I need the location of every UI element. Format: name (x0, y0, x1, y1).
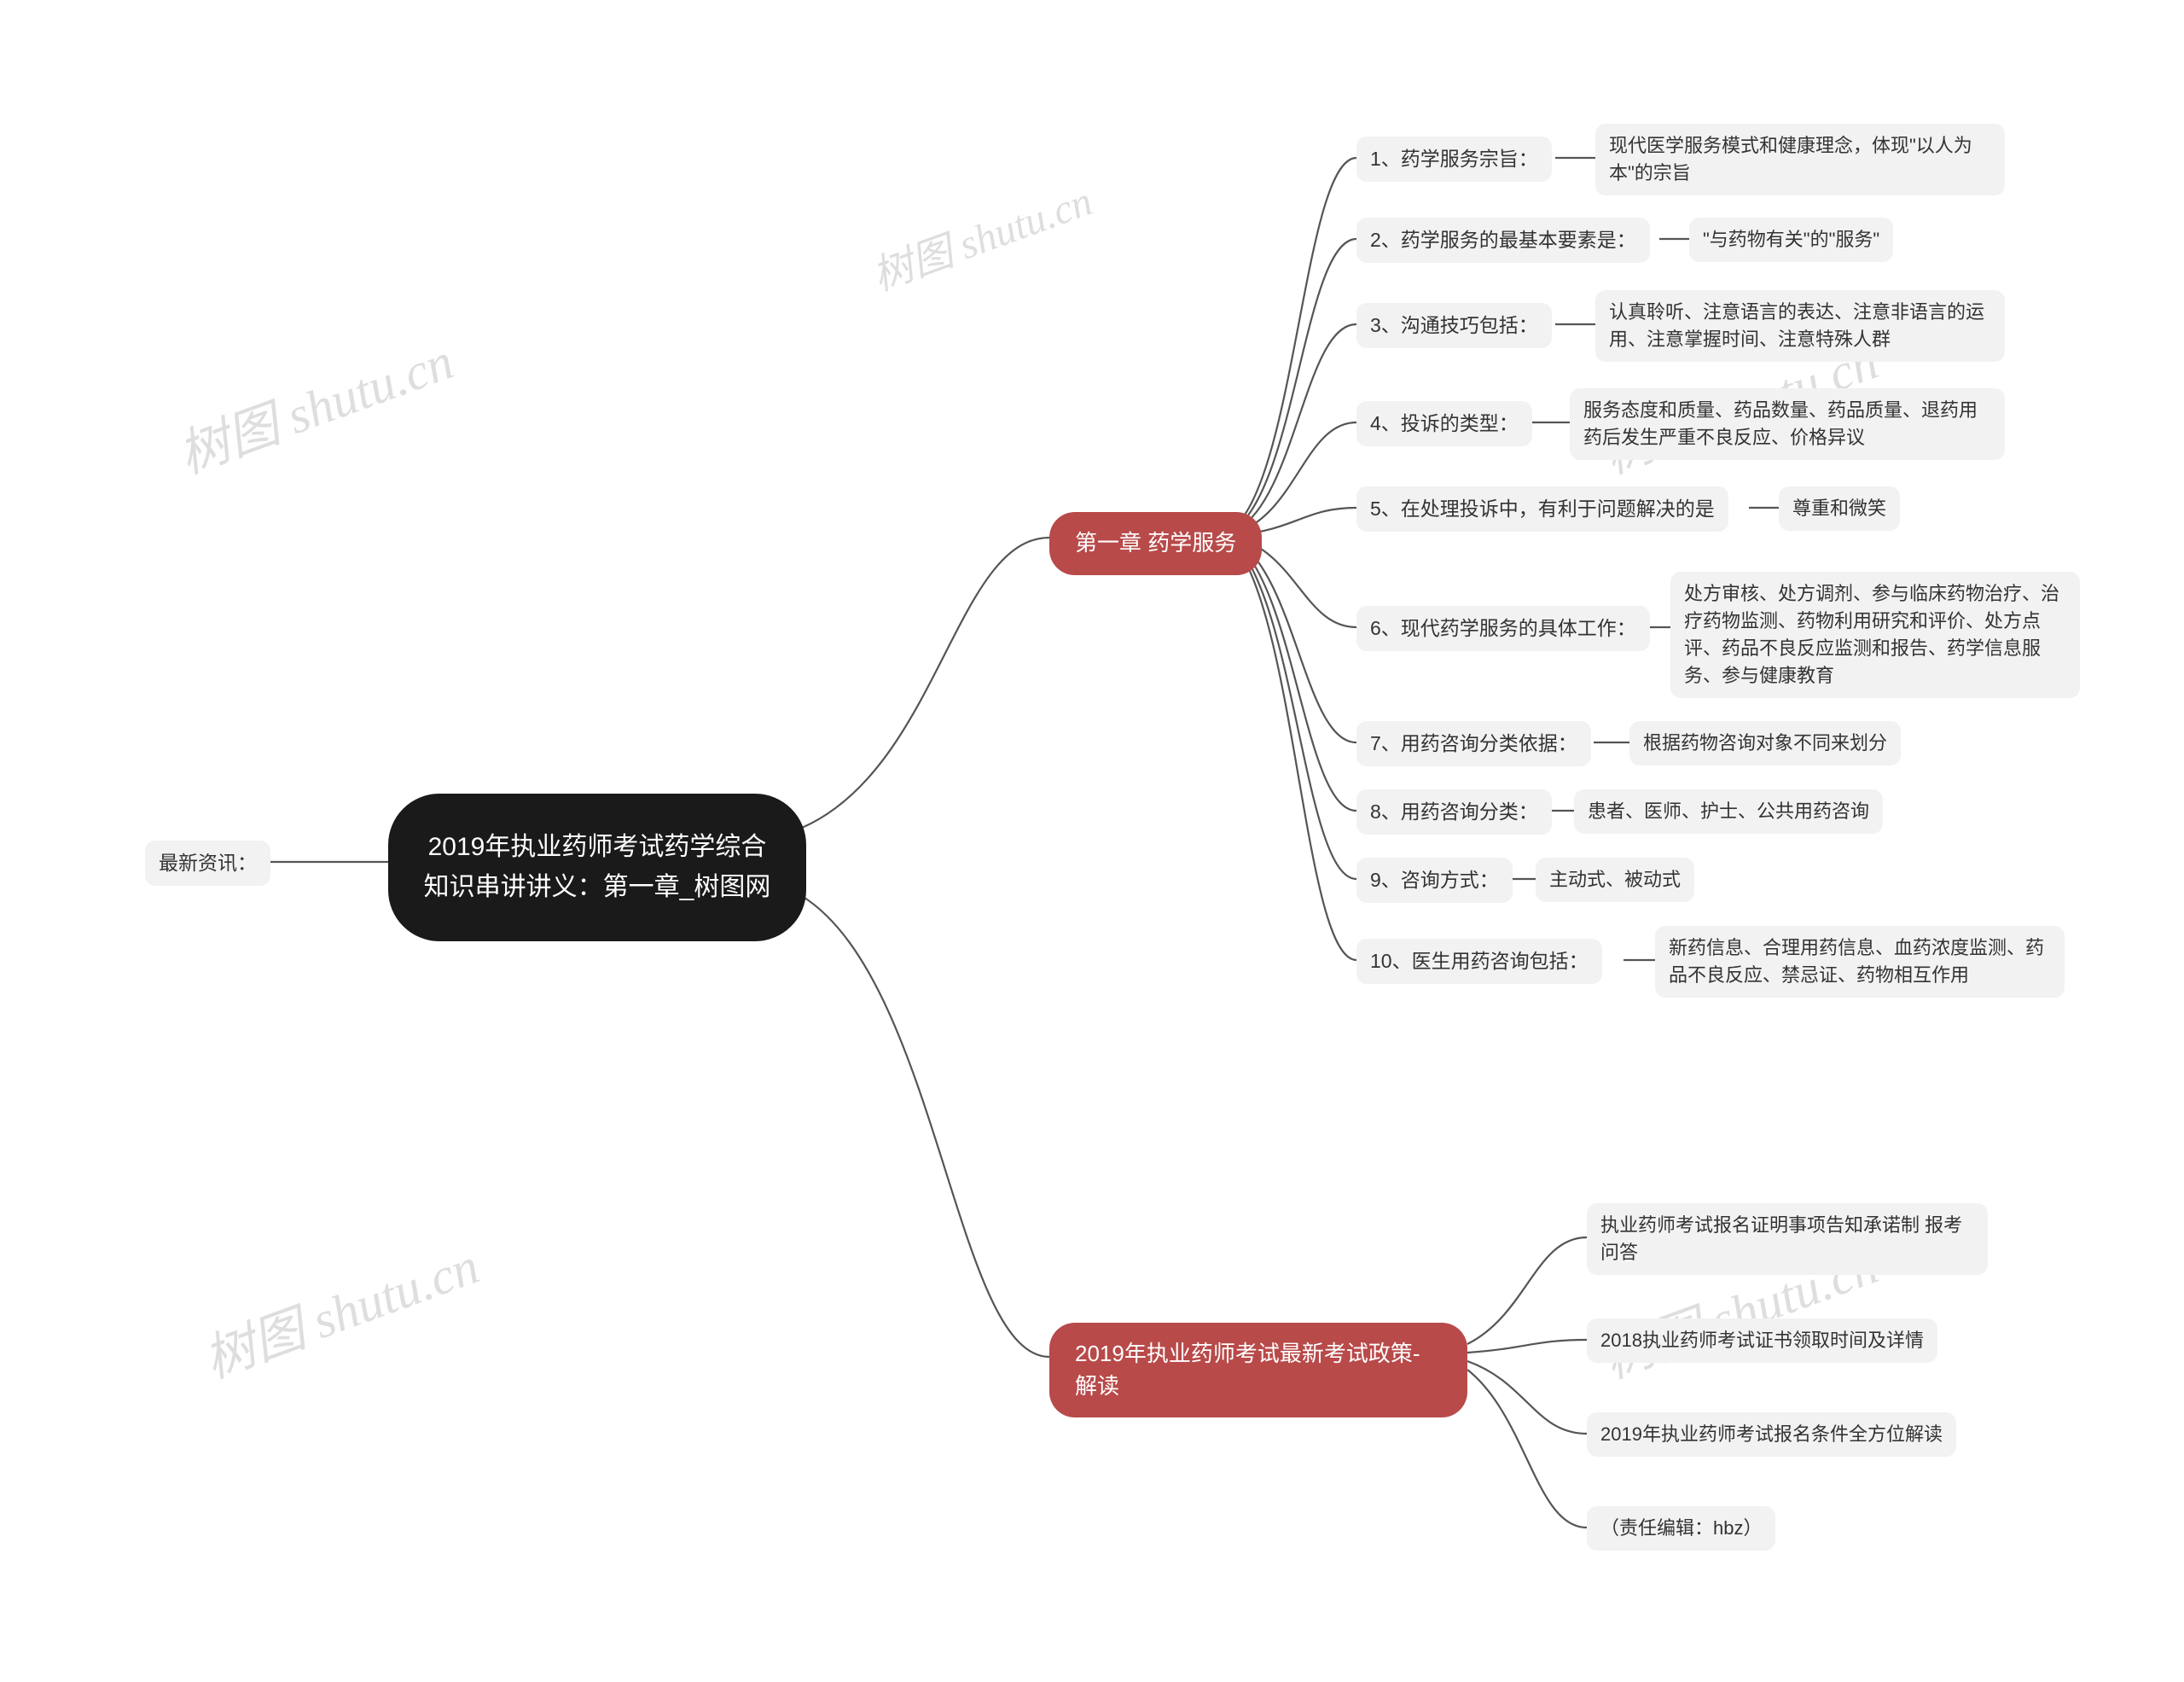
b1-item-1-desc: 现代医学服务模式和健康理念，体现"以人为本"的宗旨 (1595, 124, 2005, 195)
b1-item-8-desc: 患者、医师、护士、公共用药咨询 (1574, 789, 1883, 834)
b2-item-1: 执业药师考试报名证明事项告知承诺制 报考问答 (1587, 1203, 1988, 1275)
branch-policy: 2019年执业药师考试最新考试政策-解读 (1049, 1323, 1467, 1417)
left-news: 最新资讯： (145, 841, 270, 886)
b2-item-3: 2019年执业药师考试报名条件全方位解读 (1587, 1412, 1956, 1457)
b1-item-8-label: 8、用药咨询分类： (1356, 789, 1552, 835)
b1-item-6-desc: 处方审核、处方调剂、参与临床药物治疗、治疗药物监测、药物利用研究和评价、处方点评… (1670, 572, 2080, 698)
b1-item-7-label: 7、用药咨询分类依据： (1356, 721, 1591, 766)
b1-item-2-desc: "与药物有关"的"服务" (1689, 218, 1893, 262)
root-node: 2019年执业药师考试药学综合知识串讲讲义：第一章_树图网 (388, 794, 806, 941)
b1-item-10-label: 10、医生用药咨询包括： (1356, 939, 1602, 984)
b1-item-5-label: 5、在处理投诉中，有利于问题解决的是 (1356, 486, 1728, 532)
b2-item-2: 2018执业药师考试证书领取时间及详情 (1587, 1318, 1937, 1363)
b1-item-3-desc: 认真聆听、注意语言的表达、注意非语言的运用、注意掌握时间、注意特殊人群 (1595, 290, 2005, 362)
b1-item-6-label: 6、现代药学服务的具体工作： (1356, 606, 1650, 651)
b1-item-9-label: 9、咨询方式： (1356, 858, 1513, 903)
branch-chapter1: 第一章 药学服务 (1049, 512, 1262, 575)
b1-item-4-label: 4、投诉的类型： (1356, 401, 1532, 446)
b1-item-7-desc: 根据药物咨询对象不同来划分 (1629, 721, 1901, 765)
b1-item-3-label: 3、沟通技巧包括： (1356, 303, 1552, 348)
b1-item-10-desc: 新药信息、合理用药信息、血药浓度监测、药品不良反应、禁忌证、药物相互作用 (1655, 926, 2065, 998)
watermark: 树图 shutu.cn (863, 167, 1099, 302)
watermark: 树图 shutu.cn (192, 1225, 487, 1393)
watermark: 树图 shutu.cn (166, 320, 462, 488)
b2-item-4: （责任编辑：hbz） (1587, 1506, 1775, 1551)
b1-item-1-label: 1、药学服务宗旨： (1356, 137, 1552, 182)
b1-item-2-label: 2、药学服务的最基本要素是： (1356, 218, 1650, 263)
b1-item-9-desc: 主动式、被动式 (1536, 858, 1694, 902)
b1-item-5-desc: 尊重和微笑 (1779, 486, 1900, 531)
b1-item-4-desc: 服务态度和质量、药品数量、药品质量、退药用药后发生严重不良反应、价格异议 (1570, 388, 2005, 460)
